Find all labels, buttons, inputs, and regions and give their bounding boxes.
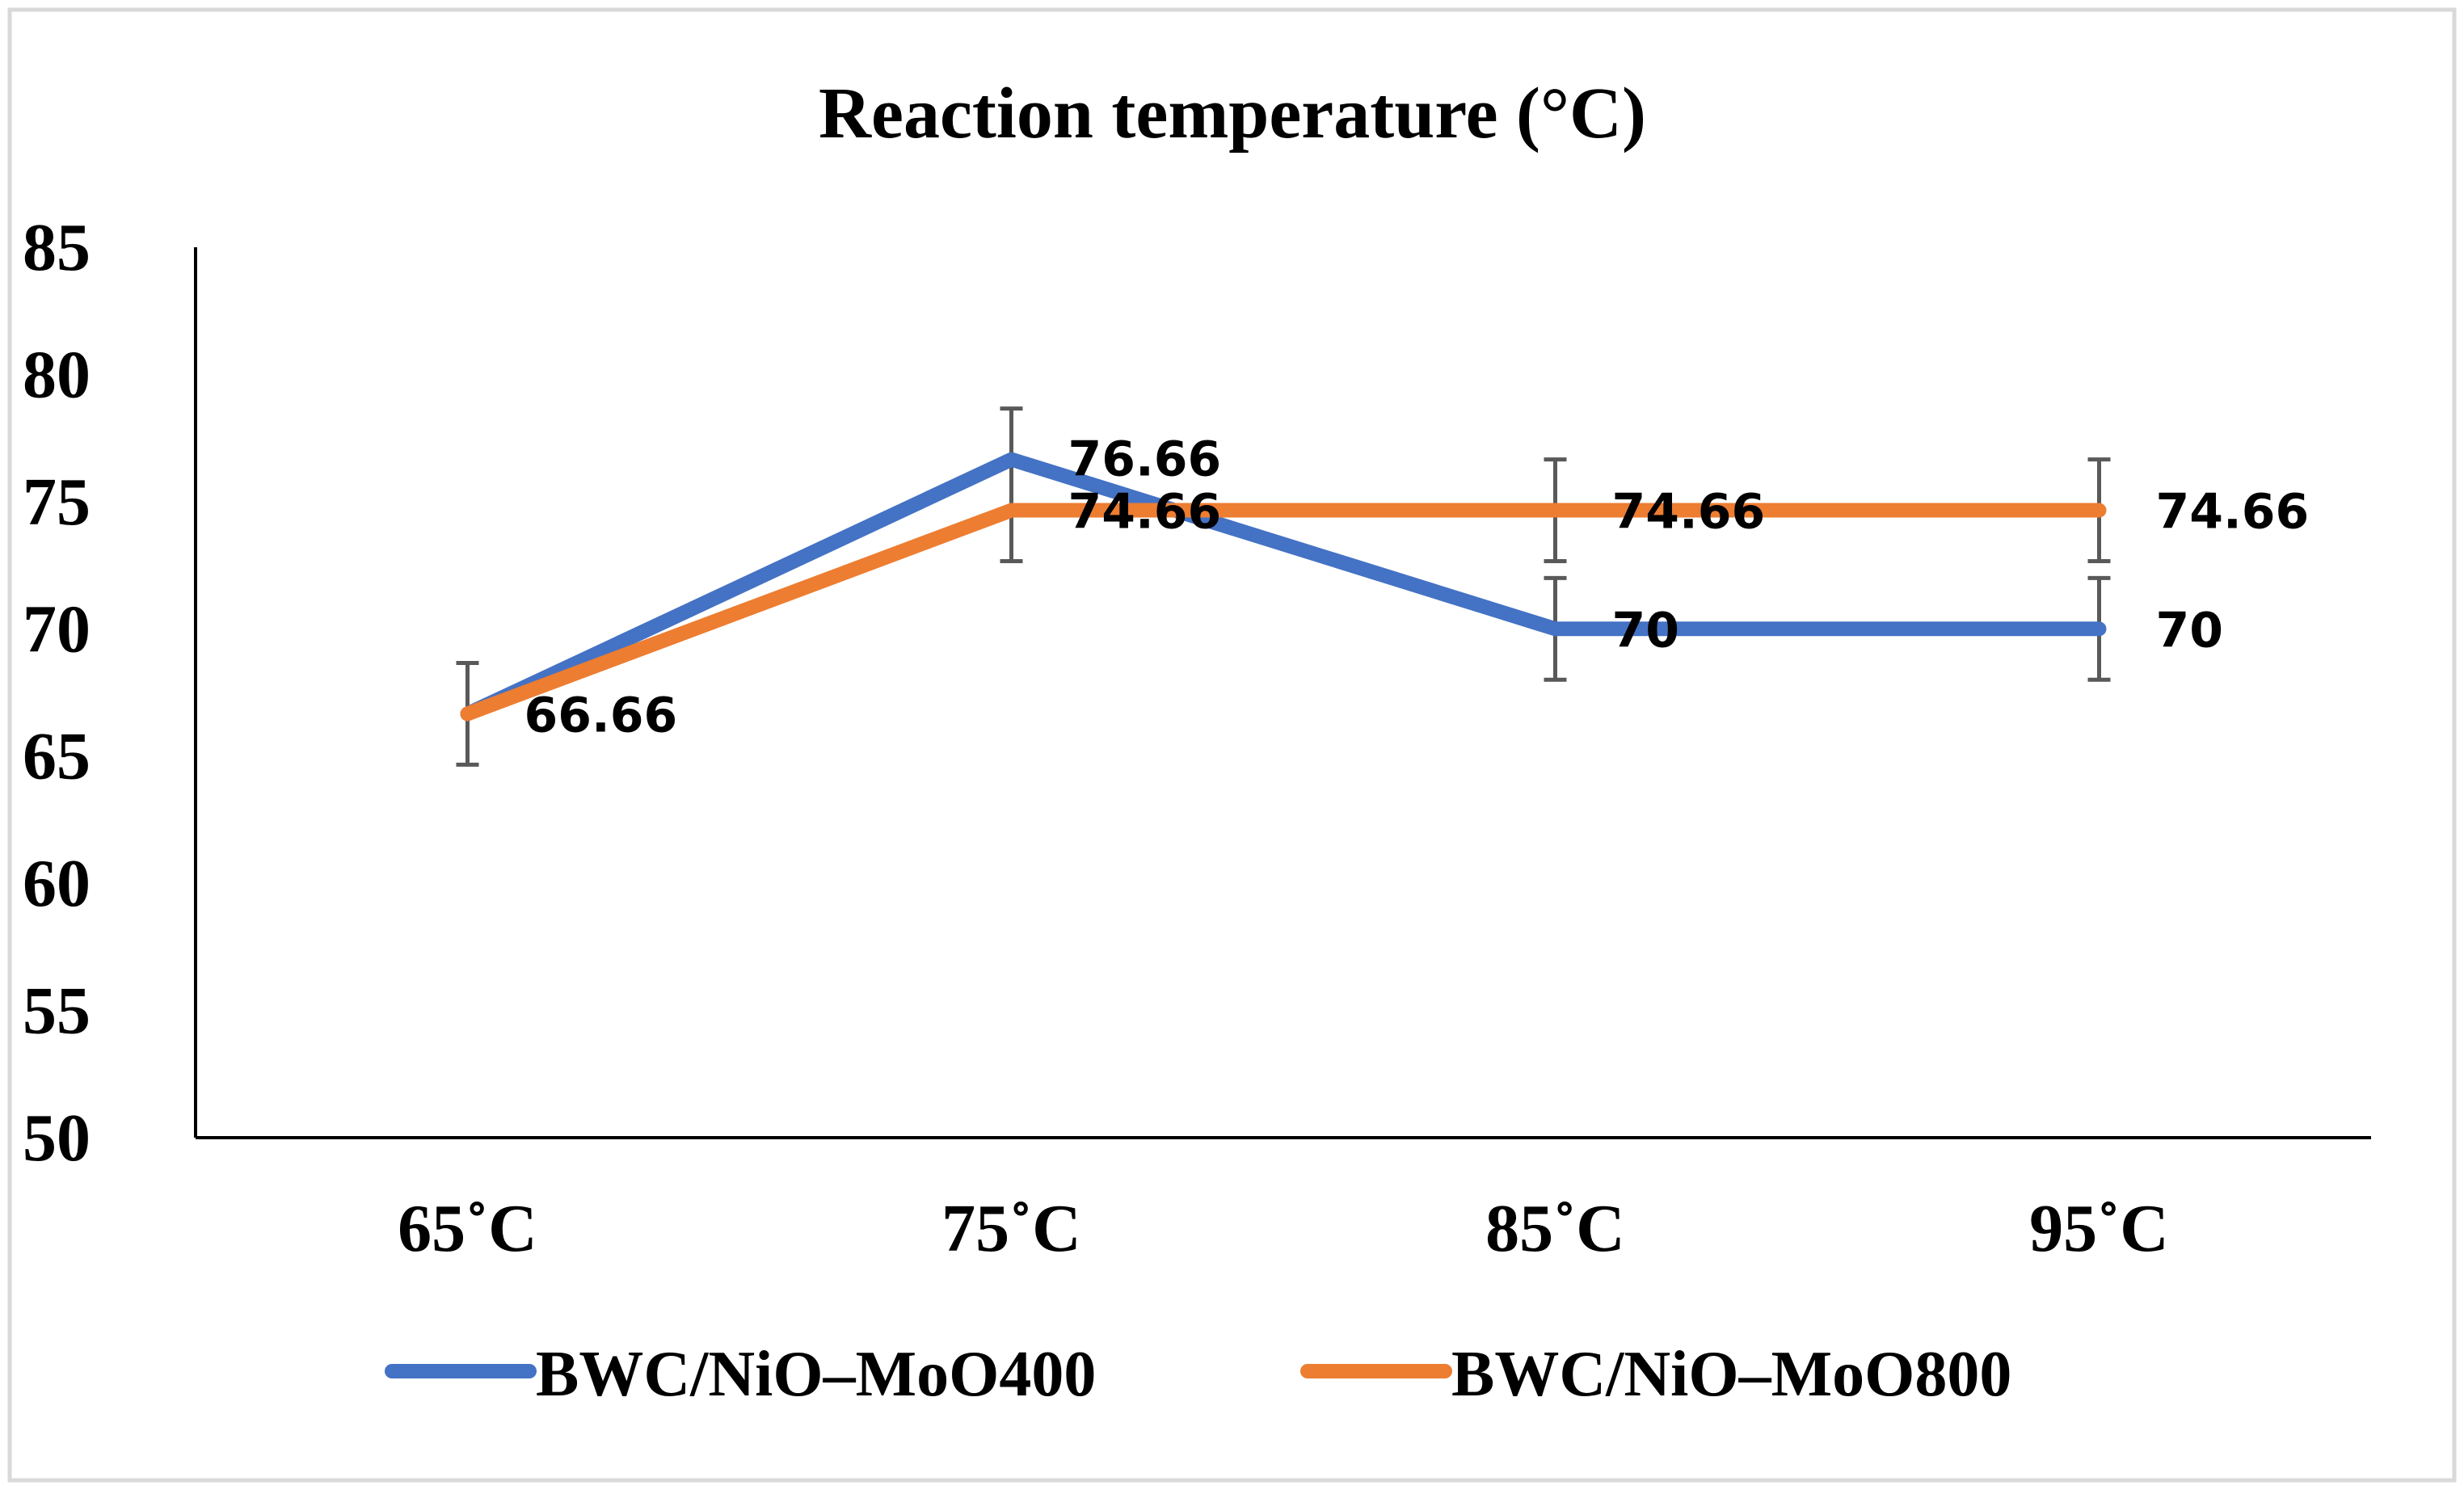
data-labels: 66.66 76.66 70 70 74.66 74.66 74.66: [524, 431, 2310, 744]
chart-title: Reaction temperature (°C): [819, 74, 1646, 154]
data-label: 76.66: [1068, 431, 1222, 488]
y-axis: 50 55 60 65 70 75 80 85: [23, 210, 197, 1176]
y-tick-label: 65: [23, 719, 91, 794]
y-tick-label: 50: [23, 1101, 91, 1176]
series-line-1: [460, 452, 2107, 722]
y-tick-label: 55: [23, 974, 91, 1049]
y-tick-label: 75: [23, 465, 91, 540]
y-tick-label: 80: [23, 337, 91, 412]
x-tick-label: 95˚C: [2029, 1191, 2169, 1266]
y-tick-label: 70: [23, 591, 91, 667]
legend: BWC/NiO–MoO400 BWC/NiO–MoO800: [385, 1339, 2011, 1410]
legend-label-series-1: BWC/NiO–MoO400: [536, 1339, 1096, 1410]
data-label: 74.66: [1612, 484, 1766, 541]
legend-label-series-2: BWC/NiO–MoO800: [1451, 1339, 2011, 1410]
series-line-2: [460, 503, 2107, 722]
x-tick-label: 65˚C: [398, 1191, 537, 1266]
y-tick-label: 85: [23, 210, 91, 285]
data-label: 74.66: [1068, 484, 1222, 541]
x-axis: 65˚C 75˚C 85˚C 95˚C: [196, 1136, 2371, 1266]
series-lines: [460, 452, 2107, 722]
data-label: 74.66: [2156, 484, 2310, 541]
data-label: 70: [2156, 602, 2224, 659]
data-label: 66.66: [524, 687, 678, 743]
y-tick-label: 60: [23, 846, 91, 921]
x-tick-label: 85˚C: [1485, 1191, 1625, 1266]
chart-border: [7, 7, 2457, 1483]
data-label: 70: [1612, 602, 1680, 659]
x-tick-label: 75˚C: [941, 1191, 1081, 1266]
